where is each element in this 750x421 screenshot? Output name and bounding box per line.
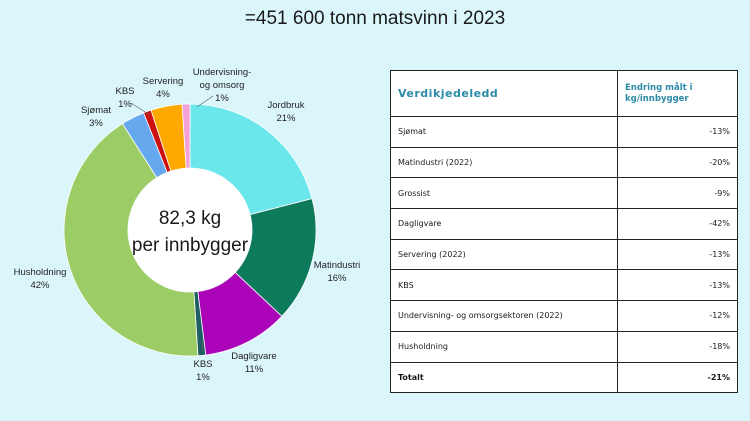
slice-label: Undervisning-og omsorg 1% — [193, 67, 252, 104]
donut-chart: Jordbruk 21% Matindustri 16% Dagligvare 11% KB… — [14, 67, 361, 383]
row-value: -18% — [617, 330, 738, 363]
row-label: Dagligvare — [390, 208, 618, 240]
slice-9 — [181, 103, 191, 169]
table-row: Sjømat -13% — [390, 116, 738, 148]
slice-label: KBS 1% — [193, 359, 212, 383]
row-label: Matindustri (2022) — [390, 146, 618, 179]
slice-label: Servering 4% — [143, 76, 184, 100]
table-row: KBS -13% — [390, 269, 738, 302]
row-value: -9% — [617, 177, 738, 210]
table-row: Dagligvare -42% — [390, 208, 738, 240]
row-label: Sjømat — [390, 116, 618, 148]
row-label: Husholdning — [390, 330, 618, 363]
table-row: Undervisning- og omsorgsektoren (2022) -1… — [390, 300, 738, 332]
slice-1 — [189, 103, 313, 216]
center-label: per innbygger — [132, 235, 249, 256]
slice-label: Sjømat 3% — [81, 105, 111, 129]
row-value: -12% — [617, 300, 738, 332]
row-value: -21% — [617, 361, 738, 394]
slice-label: Matindustri 16% — [314, 260, 360, 284]
row-value: -13% — [617, 269, 738, 302]
table-row: Servering (2022) -13% — [390, 238, 738, 271]
slice-5 — [63, 123, 199, 357]
table-row: Grossist -9% — [390, 177, 738, 210]
row-value: -20% — [617, 146, 738, 179]
table-header-row: Verdikjedeledd Endring målt i kg/innbygg… — [390, 70, 738, 117]
row-label: Grossist — [390, 177, 618, 210]
table-total-row: Totalt -21% — [390, 361, 738, 394]
leader-line — [196, 95, 214, 108]
row-label: Undervisning- og omsorgsektoren (2022) — [390, 300, 618, 332]
row-label: Totalt — [390, 361, 618, 394]
slice-label: KBS 1% — [115, 86, 134, 110]
row-value: -42% — [617, 208, 738, 240]
col-header-verdikjedeledd: Verdikjedeledd — [390, 70, 618, 117]
table-row: Matindustri (2022) -20% — [390, 146, 738, 179]
col-header-endring: Endring målt i kg/innbygger — [617, 70, 738, 117]
slice-label: Jordbruk 21% — [268, 100, 305, 124]
center-label: 82,3 kg — [159, 208, 221, 229]
table-row: Husholdning -18% — [390, 330, 738, 363]
row-label: Servering (2022) — [390, 238, 618, 271]
slice-label: Dagligvare 11% — [231, 351, 276, 375]
row-value: -13% — [617, 238, 738, 271]
change-table: Verdikjedeledd Endring målt i kg/innbygg… — [390, 70, 738, 394]
row-label: KBS — [390, 269, 618, 302]
leader-line — [130, 102, 151, 116]
donut-hole — [128, 168, 252, 292]
slice-label: Husholdning 42% — [14, 267, 67, 291]
row-value: -13% — [617, 116, 738, 148]
chart-title: =451 600 tonn matsvinn i 2023 — [244, 8, 506, 29]
leader-line — [201, 339, 204, 353]
